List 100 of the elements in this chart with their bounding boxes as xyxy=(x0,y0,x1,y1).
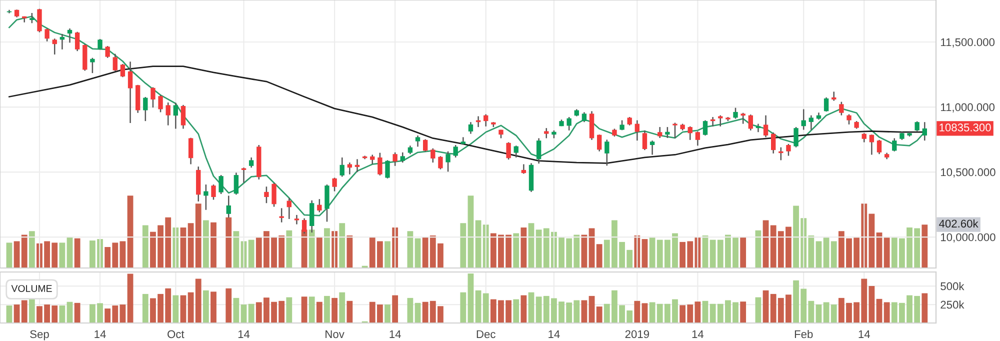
candlestick xyxy=(506,142,511,160)
bar xyxy=(596,244,602,268)
bar xyxy=(66,236,73,268)
bar xyxy=(120,304,126,323)
bar xyxy=(332,298,338,323)
bar xyxy=(346,300,353,323)
bar xyxy=(226,288,232,323)
bar xyxy=(588,228,595,268)
candlestick xyxy=(74,31,80,52)
bar xyxy=(468,196,474,268)
candlestick xyxy=(211,184,216,200)
bar xyxy=(922,224,928,268)
candlestick xyxy=(748,114,753,132)
bar xyxy=(528,292,534,323)
bar xyxy=(460,223,466,268)
candlestick xyxy=(566,116,572,132)
bar xyxy=(414,238,421,268)
bar xyxy=(233,298,240,323)
candlestick xyxy=(665,126,670,139)
bar xyxy=(120,241,126,268)
candlestick xyxy=(672,122,678,139)
candlestick xyxy=(786,143,791,156)
candlestick xyxy=(430,148,436,164)
candlestick xyxy=(248,156,254,168)
x-tick-label: Feb xyxy=(794,330,813,338)
candlestick xyxy=(264,186,269,204)
candlestick xyxy=(37,8,42,33)
bar xyxy=(581,300,588,323)
candlestick xyxy=(128,61,133,124)
bar xyxy=(301,296,308,323)
candlestick xyxy=(846,114,852,126)
candlestick xyxy=(98,38,102,50)
bar xyxy=(286,297,292,323)
bar xyxy=(142,294,148,323)
x-tick-label: 14 xyxy=(238,330,250,338)
x-tick-label: 2019 xyxy=(625,330,649,338)
candlestick xyxy=(173,102,178,130)
candlestick xyxy=(718,114,723,128)
candlestick xyxy=(294,214,300,225)
bar xyxy=(233,231,240,268)
bar xyxy=(702,300,708,323)
candlestick xyxy=(862,132,866,143)
bar xyxy=(642,303,648,323)
candlestick xyxy=(354,158,360,173)
bar xyxy=(59,305,66,323)
candlestick xyxy=(869,134,874,156)
bar xyxy=(172,295,179,323)
bar xyxy=(248,304,254,323)
candlestick xyxy=(143,96,148,122)
bar xyxy=(884,302,890,323)
bar xyxy=(414,302,421,323)
candlestick xyxy=(112,53,118,72)
bar xyxy=(28,298,35,323)
bar xyxy=(649,238,656,268)
bar xyxy=(324,296,330,323)
candlestick xyxy=(415,134,420,148)
candlestick xyxy=(702,120,708,136)
candlestick xyxy=(52,38,57,56)
bar xyxy=(28,231,35,268)
bar xyxy=(308,296,315,323)
bar xyxy=(513,299,520,323)
candlestick xyxy=(770,132,776,154)
bar xyxy=(248,240,254,268)
x-tick-label: Sep xyxy=(30,330,49,340)
bar xyxy=(884,238,890,268)
candlestick xyxy=(596,134,602,152)
bar xyxy=(316,236,322,268)
bar xyxy=(392,295,398,323)
candlestick xyxy=(378,152,382,176)
bar xyxy=(180,295,186,323)
candlestick xyxy=(521,164,526,174)
candlestick xyxy=(922,121,927,142)
bar xyxy=(324,228,330,268)
text: 402.60k xyxy=(939,219,978,228)
candlestick xyxy=(218,174,224,195)
candlestick xyxy=(392,152,398,167)
bar xyxy=(127,274,134,323)
candlestick xyxy=(832,91,836,102)
text: VOLUME xyxy=(11,285,52,292)
y-tick-label: 250k xyxy=(940,300,964,309)
candlestick xyxy=(642,130,648,151)
x-tick-label: 14 xyxy=(858,330,870,338)
candlestick xyxy=(324,184,330,222)
y-tick-label: 500k xyxy=(940,282,964,290)
candlestick xyxy=(332,177,337,192)
bar xyxy=(66,302,73,323)
bar xyxy=(513,233,520,268)
candlestick xyxy=(180,104,186,130)
bar xyxy=(202,220,209,268)
bar xyxy=(14,241,20,268)
candlestick xyxy=(347,162,352,175)
bar xyxy=(468,273,474,323)
bar xyxy=(407,231,414,268)
bar xyxy=(596,306,602,323)
bar xyxy=(482,293,489,323)
bar xyxy=(6,305,12,323)
bar xyxy=(74,238,80,268)
candlestick xyxy=(733,107,738,120)
line-series xyxy=(8,66,926,164)
bar xyxy=(346,235,353,268)
